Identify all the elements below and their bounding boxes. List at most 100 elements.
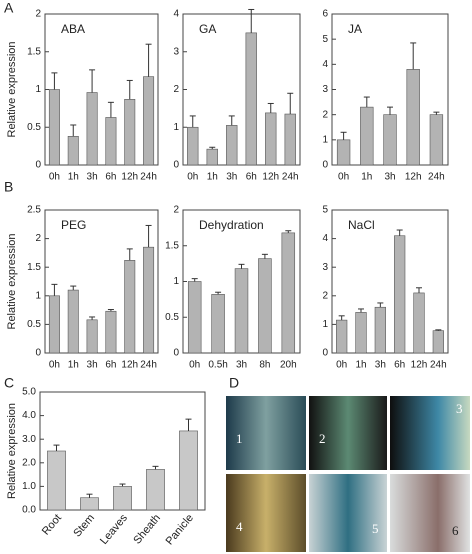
x-tick-label: 6h [105,172,116,183]
y-tick-label: 5 [322,34,328,45]
y-tick-label: 0 [322,348,328,359]
y-tick-label: 3.0 [22,434,36,445]
bar [105,117,117,166]
x-tick-label: 12h [121,172,138,183]
y-tick-label: 0.5 [165,312,179,323]
y-tick-label: 2 [322,290,328,301]
bar [245,32,257,166]
y-tick-label: 0.5 [27,319,41,330]
plot-frame [331,209,449,354]
panel-label: D [229,375,239,391]
bar [432,330,444,354]
plot-frame [44,13,159,166]
plot-frame [44,209,159,354]
photo-grid: 1 2 3 4 5 6 [226,396,470,552]
y-tick-label: 1 [35,290,41,301]
y-tick-label: 6 [322,9,328,20]
x-tick-label: 0h [187,172,198,183]
x-tick-label: 1h [68,360,79,371]
plot-frame [182,13,301,166]
x-tick-label: 24h [140,360,157,371]
y-tick-label: 2 [322,109,328,120]
y-tick-label: 0 [35,160,41,171]
photo-number: 2 [319,431,326,446]
bar [413,292,425,354]
x-tick-label: 12h [405,172,422,183]
bar [336,319,348,354]
bar [406,69,420,166]
y-tick-label: 0 [173,160,179,171]
bar [113,486,132,511]
y-axis-label: Relative expression [6,234,18,330]
bar [226,125,238,166]
bar [281,232,296,354]
y-axis-label: Relative expression [6,403,18,499]
x-tick-label: 20h [280,360,297,371]
y-tick-label: 5.0 [22,387,36,398]
y-tick-label: 2 [173,84,179,95]
panel-label: C [4,375,14,391]
bar [67,136,79,166]
y-tick-label: 1.5 [165,240,179,251]
y-tick-label: 2.5 [27,205,41,216]
bar [48,295,60,354]
x-tick-label: 6h [394,360,405,371]
bar [124,260,136,354]
y-tick-label: 3 [173,46,179,57]
bar [360,106,374,166]
x-tick-label: 12h [121,360,138,371]
bar [383,114,397,166]
bar [105,310,117,354]
x-tick-label: 6h [246,172,257,183]
photo-number: 3 [456,401,463,416]
y-tick-label: 3 [322,262,328,273]
y-tick-label: 1.5 [27,262,41,273]
bar [67,289,79,354]
photo [226,396,306,470]
bar [86,319,98,354]
y-tick-label: 2 [173,205,179,216]
bar [80,497,99,511]
x-tick-label: 24h [282,172,299,183]
x-tick-label: Sheath [131,512,163,546]
panel-label: A [4,0,14,16]
x-tick-label: 1h [207,172,218,183]
y-tick-label: 4 [322,59,328,70]
photo-number: 5 [372,521,379,536]
chart-title: JA [348,22,362,36]
photo-number: 6 [452,523,459,538]
x-tick-label: 24h [428,172,445,183]
y-tick-label: 0.5 [27,122,41,133]
bar [394,235,406,354]
x-tick-label: 1h [68,172,79,183]
y-tick-label: 2 [35,233,41,244]
chart-title: PEG [61,218,86,232]
x-tick-label: 1h [361,172,372,183]
y-tick-label: 2 [35,9,41,20]
y-axis-label: Relative expression [6,42,18,138]
y-tick-label: 1.5 [27,46,41,57]
x-tick-label: 3h [384,172,395,183]
bar [187,126,199,166]
chart-title: NaCl [348,218,375,232]
y-tick-label: 4 [173,9,179,20]
bar [187,281,202,354]
bar [146,469,165,511]
bar [143,246,155,354]
x-tick-label: 0.5h [208,360,227,371]
x-tick-label: 0h [338,172,349,183]
y-tick-label: 5 [322,205,328,216]
photo-number: 4 [236,519,243,534]
bar [206,148,218,166]
photo [309,474,387,552]
photo [309,396,387,470]
x-tick-label: 1h [355,360,366,371]
bar [265,112,277,166]
x-tick-label: 8h [259,360,270,371]
bar [211,294,225,354]
photo [226,474,306,552]
bar [143,76,155,166]
x-tick-label: 0h [189,360,200,371]
bar [284,113,296,166]
